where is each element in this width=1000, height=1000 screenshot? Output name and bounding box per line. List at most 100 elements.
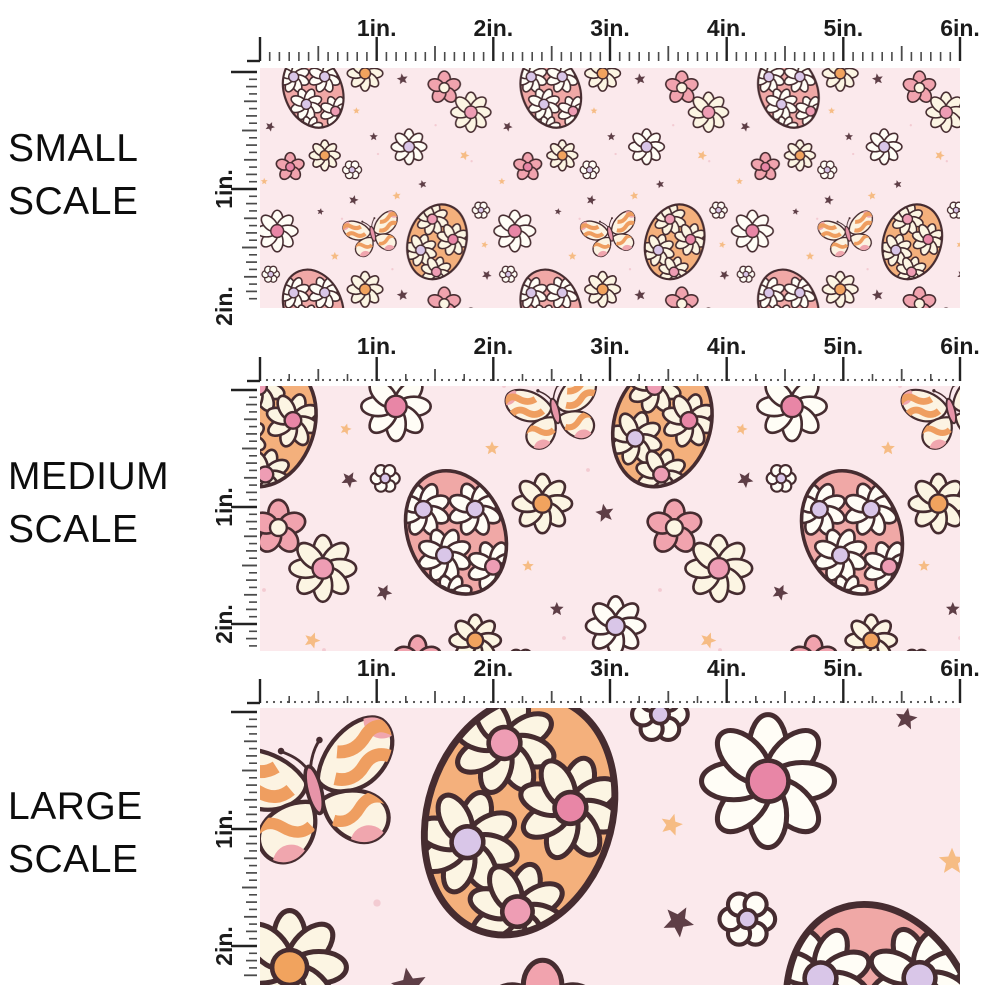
ruler-dot — [909, 700, 913, 704]
ruler-dot — [692, 700, 696, 704]
ruler-dot — [391, 378, 395, 382]
ruler-dot — [902, 378, 906, 382]
top-ruler-medium: 1in. 2in. 3in. 4in. 5in. 6in. — [247, 333, 980, 383]
ruler-dot — [867, 700, 871, 704]
ruler-dot — [888, 378, 892, 382]
ruler-dot — [762, 700, 766, 704]
ruler-dot — [678, 378, 682, 382]
ruler-dot — [748, 378, 752, 382]
ruler-dot — [629, 700, 633, 704]
ruler-dot — [762, 378, 766, 382]
ruler-inch-label: 3in. — [590, 15, 630, 41]
ruler-dot — [706, 378, 710, 382]
ruler-dot — [797, 700, 801, 704]
ruler-dot — [657, 700, 661, 704]
ruler-dot — [503, 700, 507, 704]
ruler-dot — [363, 378, 367, 382]
ruler-dot — [496, 700, 500, 704]
ruler-dot — [349, 700, 353, 704]
ruler-dot — [797, 378, 801, 382]
ruler-dot — [804, 378, 808, 382]
ruler-dot — [916, 700, 920, 704]
ruler-dot — [769, 700, 773, 704]
ruler-dot — [713, 378, 717, 382]
ruler-dot — [874, 378, 878, 382]
ruler-dot — [398, 378, 402, 382]
ruler-dot — [776, 378, 780, 382]
ruler-inch-label: 5in. — [824, 333, 864, 359]
ruler-dot — [706, 700, 710, 704]
ruler-dot — [853, 700, 857, 704]
ruler-dot — [356, 700, 360, 704]
ruler-dot — [601, 700, 605, 704]
ruler-dot — [587, 700, 591, 704]
ruler-dot — [419, 378, 423, 382]
ruler-inch-label: 2in. — [474, 15, 514, 41]
ruler-dot — [622, 700, 626, 704]
ruler-dot — [650, 700, 654, 704]
ruler-inch-label: 1in. — [357, 333, 397, 359]
ruler-dot — [307, 378, 311, 382]
ruler-dot — [629, 378, 633, 382]
ruler-dot — [944, 700, 948, 704]
ruler-dot — [370, 700, 374, 704]
ruler-dot — [825, 700, 829, 704]
ruler-dot — [377, 700, 381, 704]
ruler-dot — [293, 378, 297, 382]
ruler-dot — [538, 700, 542, 704]
ruler-dot — [678, 700, 682, 704]
ruler-inch-label: 5in. — [824, 655, 864, 681]
ruler-dot — [363, 700, 367, 704]
ruler-dot — [440, 700, 444, 704]
ruler-dot — [671, 378, 675, 382]
left-ruler-medium: 1in. 2in. — [211, 388, 257, 647]
ruler-dot — [391, 700, 395, 704]
ruler-dot — [895, 700, 899, 704]
ruler-dot — [321, 378, 325, 382]
ruler-dot — [937, 700, 941, 704]
ruler-dot — [643, 378, 647, 382]
ruler-dot — [909, 378, 913, 382]
ruler-dot — [517, 700, 521, 704]
ruler-dot — [944, 378, 948, 382]
large-scale-label-line1: LARGE — [8, 785, 143, 828]
ruler-dot — [685, 378, 689, 382]
ruler-dot — [874, 700, 878, 704]
ruler-inch-label: 6in. — [940, 655, 980, 681]
ruler-dot — [419, 700, 423, 704]
ruler-dot — [853, 378, 857, 382]
ruler-dot — [293, 700, 297, 704]
ruler-dot — [573, 378, 577, 382]
ruler-dot — [622, 378, 626, 382]
ruler-dot — [951, 700, 955, 704]
ruler-inch-label: 3in. — [590, 655, 630, 681]
ruler-dot — [321, 700, 325, 704]
ruler-dot — [902, 700, 906, 704]
ruler-dot — [713, 700, 717, 704]
ruler-dot — [860, 700, 864, 704]
ruler-dot — [412, 700, 416, 704]
ruler-dot — [426, 378, 430, 382]
ruler-dot — [839, 700, 843, 704]
fabric-swatch-small — [260, 68, 960, 308]
ruler-dot — [790, 378, 794, 382]
small-scale-label-line1: SMALL — [8, 127, 139, 170]
ruler-dot — [587, 378, 591, 382]
ruler-dot — [447, 378, 451, 382]
ruler-dot — [776, 700, 780, 704]
ruler-dot — [888, 700, 892, 704]
ruler-dot — [510, 378, 514, 382]
ruler-dot — [531, 378, 535, 382]
ruler-dot — [559, 378, 563, 382]
ruler-inch-label: 3in. — [590, 333, 630, 359]
ruler-dot — [643, 700, 647, 704]
ruler-dot — [531, 700, 535, 704]
ruler-dot — [377, 378, 381, 382]
ruler-inch-label-vertical: 2in. — [211, 926, 237, 966]
fabric-swatch-medium — [260, 386, 960, 651]
ruler-dot — [510, 700, 514, 704]
ruler-dot — [468, 700, 472, 704]
